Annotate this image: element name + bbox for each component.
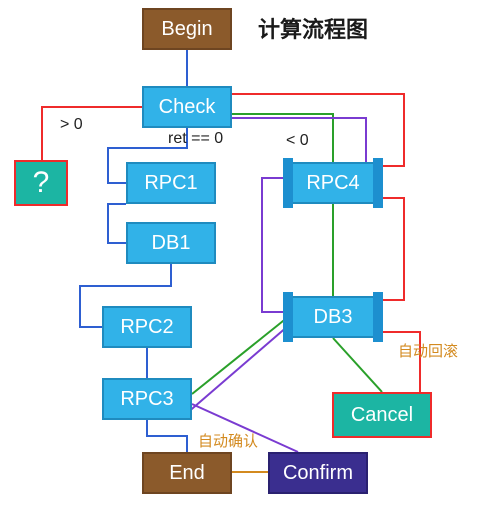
branch-label-lt0: < 0 xyxy=(286,132,309,150)
node-check: Check xyxy=(142,86,232,128)
node-confirm-label: Confirm xyxy=(283,462,353,485)
node-begin: Begin xyxy=(142,8,232,50)
node-begin-label: Begin xyxy=(161,18,212,41)
node-rpc1: RPC1 xyxy=(126,162,216,204)
node-check-label: Check xyxy=(159,96,216,119)
node-end: End xyxy=(142,452,232,494)
node-rpc4-bar-left xyxy=(283,158,293,208)
annotation-auto-rollback: 自动回滚 xyxy=(398,340,458,361)
node-question: ? xyxy=(14,160,68,206)
node-rpc4: RPC4 xyxy=(288,162,378,204)
node-end-label: End xyxy=(169,462,205,485)
node-db1-label: DB1 xyxy=(152,232,191,255)
node-db3-label: DB3 xyxy=(314,306,353,329)
node-rpc3: RPC3 xyxy=(102,378,192,420)
node-db3-bar-right xyxy=(373,292,383,342)
node-rpc2-label: RPC2 xyxy=(120,316,173,339)
node-confirm: Confirm xyxy=(268,452,368,494)
node-cancel-label: Cancel xyxy=(351,404,413,427)
node-db1: DB1 xyxy=(126,222,216,264)
node-db3: DB3 xyxy=(288,296,378,338)
node-rpc4-label: RPC4 xyxy=(306,172,359,195)
diagram-title: 计算流程图 xyxy=(258,12,368,44)
branch-label-eq0: ret == 0 xyxy=(168,130,223,148)
node-rpc4-bar-right xyxy=(373,158,383,208)
node-question-label: ? xyxy=(33,166,50,200)
node-rpc3-label: RPC3 xyxy=(120,388,173,411)
branch-label-gt0: > 0 xyxy=(60,116,83,134)
node-db3-bar-left xyxy=(283,292,293,342)
node-rpc2: RPC2 xyxy=(102,306,192,348)
annotation-auto-confirm: 自动确认 xyxy=(198,430,258,451)
node-rpc1-label: RPC1 xyxy=(144,172,197,195)
node-cancel: Cancel xyxy=(332,392,432,438)
